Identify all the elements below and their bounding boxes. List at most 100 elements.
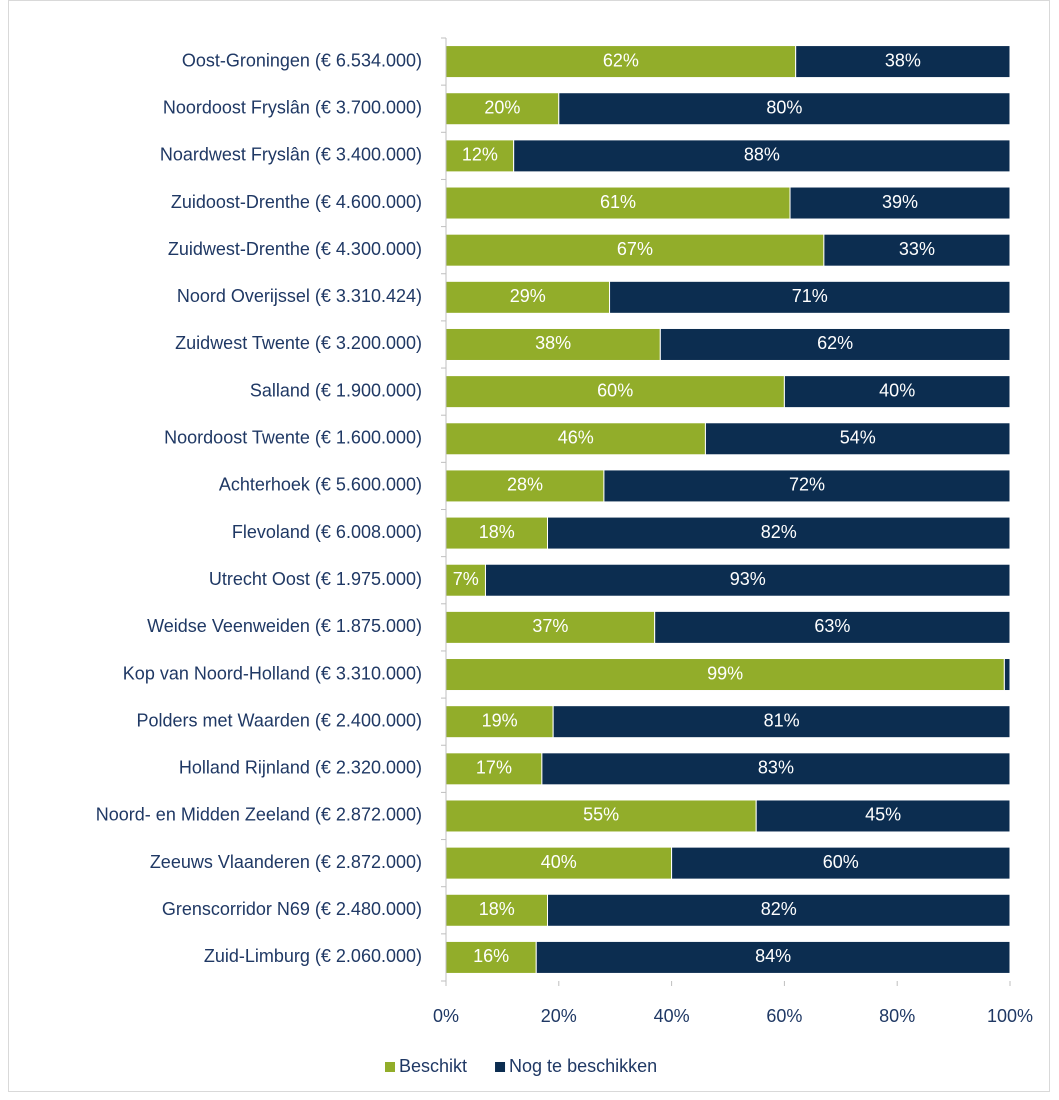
data-label: 38% bbox=[885, 50, 921, 70]
y-tick-label: Flevoland (€ 6.008.000) bbox=[232, 522, 422, 542]
legend-swatch bbox=[495, 1062, 506, 1072]
data-label: 29% bbox=[510, 286, 546, 306]
data-label: 62% bbox=[603, 50, 639, 70]
bar-segment bbox=[484, 563, 1011, 597]
y-tick-label: Zuidwest Twente (€ 3.200.000) bbox=[175, 333, 422, 353]
legend-label: Nog te beschikken bbox=[509, 1056, 657, 1076]
data-label: 62% bbox=[817, 333, 853, 353]
data-label: 82% bbox=[761, 522, 797, 542]
data-label: 45% bbox=[865, 805, 901, 825]
bar-segment bbox=[445, 846, 673, 880]
y-tick-label: Weidse Veenweiden (€ 1.875.000) bbox=[147, 616, 422, 636]
y-tick-label: Zuidoost-Drenthe (€ 4.600.000) bbox=[171, 192, 422, 212]
bar-segment bbox=[445, 940, 537, 974]
bar-segment bbox=[671, 846, 1011, 880]
x-tick-label: 20% bbox=[541, 1006, 577, 1026]
x-tick-label: 0% bbox=[433, 1006, 459, 1026]
x-tick-label: 60% bbox=[766, 1006, 802, 1026]
y-tick-label: Achterhoek (€ 5.600.000) bbox=[219, 475, 422, 495]
data-label: 61% bbox=[600, 192, 636, 212]
y-tick-label: Noordoost Fryslân (€ 3.700.000) bbox=[163, 97, 422, 117]
y-tick-label: Holland Rijnland (€ 2.320.000) bbox=[179, 758, 422, 778]
data-label: 46% bbox=[558, 428, 594, 448]
bar-segment bbox=[552, 705, 1011, 739]
data-label: 37% bbox=[532, 616, 568, 636]
bar-segment bbox=[445, 893, 549, 927]
data-label: 7% bbox=[453, 569, 479, 589]
data-label: 71% bbox=[792, 286, 828, 306]
bar-segment bbox=[823, 233, 1011, 267]
bar-segment bbox=[547, 516, 1011, 550]
legend-swatch bbox=[385, 1062, 395, 1072]
data-label: 55% bbox=[583, 805, 619, 825]
data-label: 67% bbox=[617, 239, 653, 259]
data-label: 93% bbox=[730, 569, 766, 589]
bar-segment bbox=[755, 799, 1011, 833]
data-label: 99% bbox=[707, 663, 743, 683]
data-label: 60% bbox=[823, 852, 859, 872]
data-label: 28% bbox=[507, 475, 543, 495]
bar-segment bbox=[445, 327, 661, 361]
data-label: 81% bbox=[764, 710, 800, 730]
data-label: 38% bbox=[535, 333, 571, 353]
x-tick-label: 100% bbox=[987, 1006, 1033, 1026]
legend-label: Beschikt bbox=[399, 1056, 467, 1076]
bar-segment bbox=[541, 752, 1011, 786]
data-label: 63% bbox=[814, 616, 850, 636]
y-tick-label: Noardwest Fryslân (€ 3.400.000) bbox=[160, 145, 422, 165]
y-tick-label: Noord- en Midden Zeeland (€ 2.872.000) bbox=[96, 805, 422, 825]
y-tick-label: Salland (€ 1.900.000) bbox=[250, 380, 422, 400]
data-label: 40% bbox=[879, 380, 915, 400]
y-tick-label: Zuidwest-Drenthe (€ 4.300.000) bbox=[168, 239, 422, 259]
bar-segment bbox=[535, 940, 1011, 974]
y-tick-label: Grenscorridor N69 (€ 2.480.000) bbox=[162, 899, 422, 919]
y-tick-label: Polders met Waarden (€ 2.400.000) bbox=[137, 710, 423, 730]
data-label: 16% bbox=[473, 946, 509, 966]
data-label: 33% bbox=[899, 239, 935, 259]
bar-segment bbox=[445, 516, 549, 550]
data-label: 84% bbox=[755, 946, 791, 966]
data-label: 60% bbox=[597, 380, 633, 400]
data-label: 80% bbox=[766, 97, 802, 117]
y-tick-label: Kop van Noord-Holland (€ 3.310.000) bbox=[123, 663, 422, 683]
bar-segment bbox=[547, 893, 1011, 927]
x-tick-label: 80% bbox=[879, 1006, 915, 1026]
y-tick-label: Oost-Groningen (€ 6.534.000) bbox=[182, 50, 422, 70]
data-label: 83% bbox=[758, 758, 794, 778]
bar-segment bbox=[445, 280, 611, 314]
data-label: 12% bbox=[462, 145, 498, 165]
bar-segment bbox=[789, 186, 1011, 220]
bar-segment bbox=[445, 45, 797, 79]
bar-segment bbox=[659, 327, 1011, 361]
bar-segment bbox=[609, 280, 1011, 314]
data-label: 20% bbox=[484, 97, 520, 117]
data-label: 40% bbox=[541, 852, 577, 872]
data-label: 54% bbox=[840, 428, 876, 448]
bar-segment bbox=[445, 752, 543, 786]
data-label: 88% bbox=[744, 145, 780, 165]
bar-segment bbox=[654, 610, 1011, 644]
bar-segment bbox=[445, 658, 1005, 692]
data-label: 18% bbox=[479, 522, 515, 542]
data-label: 72% bbox=[789, 475, 825, 495]
bar-segment bbox=[558, 92, 1011, 126]
y-tick-label: Noordoost Twente (€ 1.600.000) bbox=[164, 428, 422, 448]
bar-segment bbox=[445, 469, 605, 503]
data-label: 39% bbox=[882, 192, 918, 212]
bar-segment bbox=[513, 139, 1011, 173]
data-label: 18% bbox=[479, 899, 515, 919]
y-tick-label: Utrecht Oost (€ 1.975.000) bbox=[209, 569, 422, 589]
bar-segment bbox=[1003, 658, 1011, 692]
data-label: 82% bbox=[761, 899, 797, 919]
bar-segment bbox=[704, 422, 1011, 456]
bar-segment bbox=[783, 375, 1011, 409]
y-tick-label: Noord Overijssel (€ 3.310.424) bbox=[177, 286, 422, 306]
data-label: 17% bbox=[476, 758, 512, 778]
bar-segment bbox=[445, 233, 825, 267]
bar-segment bbox=[603, 469, 1011, 503]
y-tick-label: Zuid-Limburg (€ 2.060.000) bbox=[204, 946, 422, 966]
y-tick-label: Zeeuws Vlaanderen (€ 2.872.000) bbox=[150, 852, 422, 872]
data-label: 19% bbox=[482, 710, 518, 730]
bar-segment bbox=[795, 45, 1011, 79]
